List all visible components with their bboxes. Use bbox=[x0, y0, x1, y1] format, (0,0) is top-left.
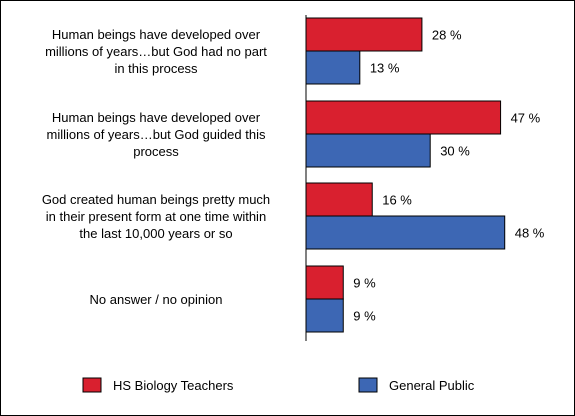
data-label: 28 % bbox=[432, 28, 462, 43]
bar bbox=[305, 298, 344, 333]
category-label: God created human beings pretty much in t… bbox=[42, 192, 270, 241]
data-label: 16 % bbox=[382, 193, 412, 208]
category-label: Human beings have developed over millions… bbox=[45, 27, 267, 76]
data-label: 9 % bbox=[353, 309, 376, 324]
data-labels: 28 % 47 % 16 % 9 % 13 % 30 % 48 % 9 % bbox=[353, 28, 545, 324]
bar bbox=[305, 17, 423, 52]
data-label: 48 % bbox=[515, 226, 545, 241]
legend-swatch bbox=[358, 377, 378, 393]
legend-label: General Public bbox=[389, 378, 475, 393]
legend-swatch bbox=[82, 377, 102, 393]
data-label: 13 % bbox=[370, 61, 400, 76]
bar bbox=[305, 100, 502, 135]
bar bbox=[305, 182, 373, 217]
bars bbox=[305, 17, 506, 333]
bar bbox=[305, 133, 431, 168]
data-label: 30 % bbox=[440, 144, 470, 159]
bar bbox=[305, 50, 361, 85]
category-label: No answer / no opinion bbox=[90, 292, 223, 307]
legend: HS Biology Teachers General Public bbox=[82, 377, 475, 393]
data-label: 9 % bbox=[353, 276, 376, 291]
category-label: Human beings have developed over millions… bbox=[47, 110, 266, 159]
bar bbox=[305, 215, 506, 250]
bar bbox=[305, 265, 344, 300]
legend-label: HS Biology Teachers bbox=[113, 378, 234, 393]
data-label: 47 % bbox=[511, 111, 541, 126]
category-labels: Human beings have developed over millions… bbox=[42, 27, 270, 307]
